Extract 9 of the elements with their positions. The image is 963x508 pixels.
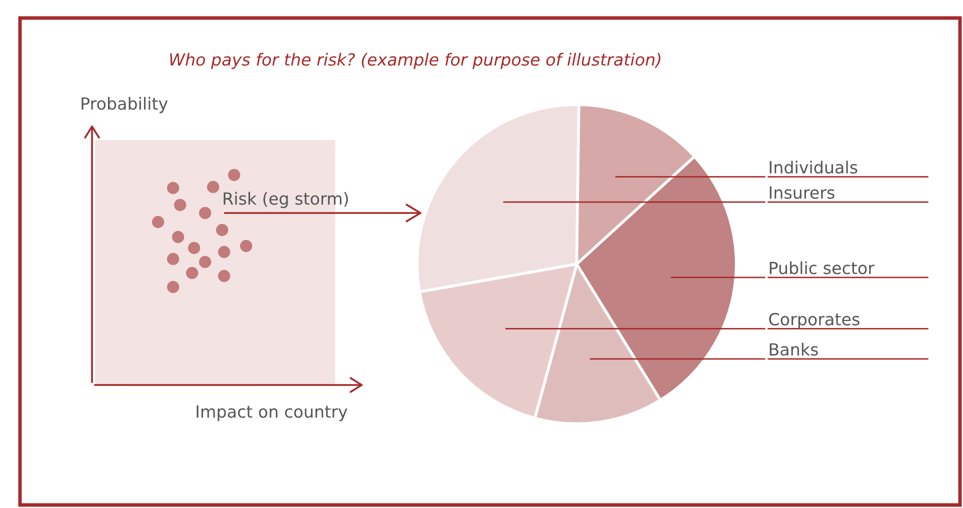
slice-label: Banks <box>770 342 818 356</box>
slice-label: Corporates <box>769 312 860 329</box>
text: Impact on country <box>196 405 348 422</box>
chart-title: Who pays for the risk? (example for purpose of illustration) <box>170 52 660 70</box>
slice-label: Public sector <box>770 261 875 274</box>
slice-label: Individuals <box>770 160 858 174</box>
text: Probability <box>82 96 168 114</box>
text: Risk (eg storm) <box>224 192 348 208</box>
slice-label: Insurers <box>770 186 834 199</box>
